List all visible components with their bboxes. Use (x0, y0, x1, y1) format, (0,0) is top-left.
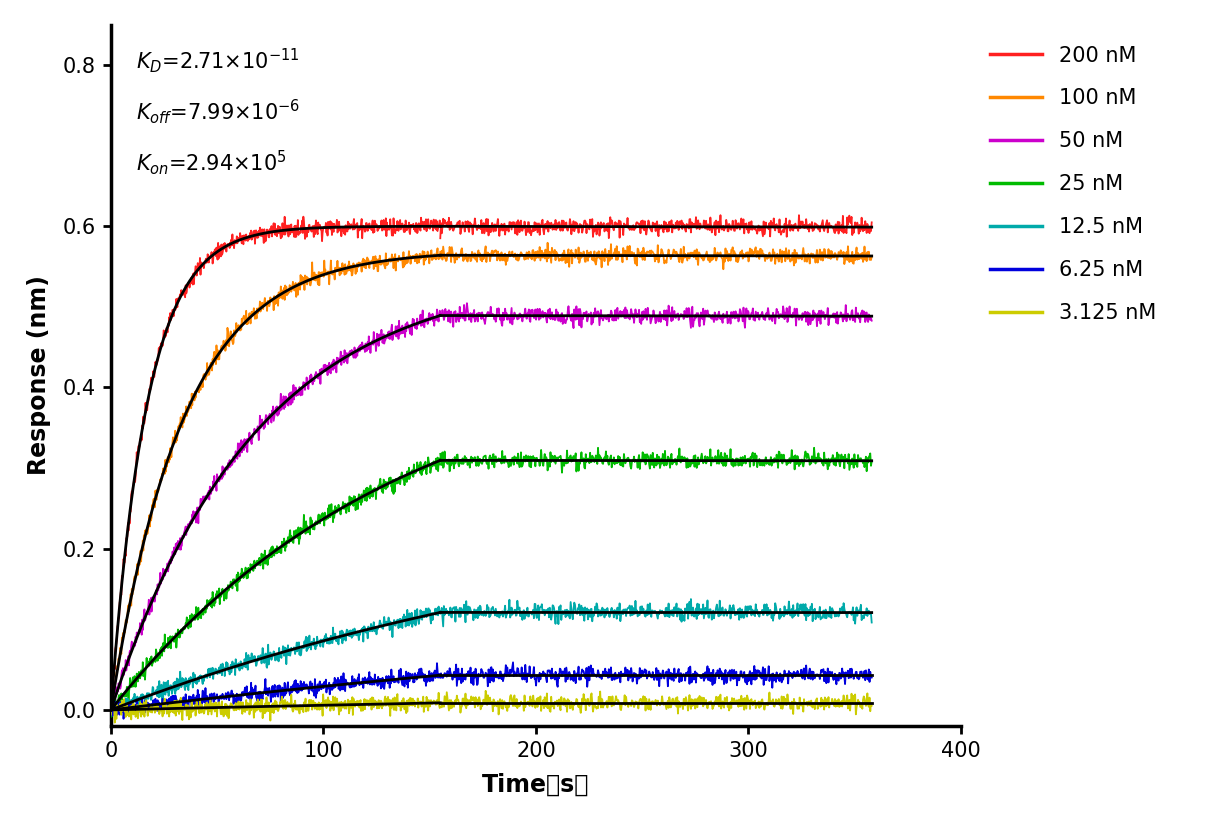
Y-axis label: Response (nm): Response (nm) (27, 276, 52, 475)
X-axis label: Time（s）: Time（s） (482, 772, 590, 796)
Text: $K_D$=2.71×10$^{-11}$
$K_{off}$=7.99×10$^{-6}$
$K_{on}$=2.94×10$^5$: $K_D$=2.71×10$^{-11}$ $K_{off}$=7.99×10$… (137, 45, 301, 177)
Legend: 200 nM, 100 nM, 50 nM, 25 nM, 12.5 nM, 6.25 nM, 3.125 nM: 200 nM, 100 nM, 50 nM, 25 nM, 12.5 nM, 6… (979, 35, 1167, 333)
